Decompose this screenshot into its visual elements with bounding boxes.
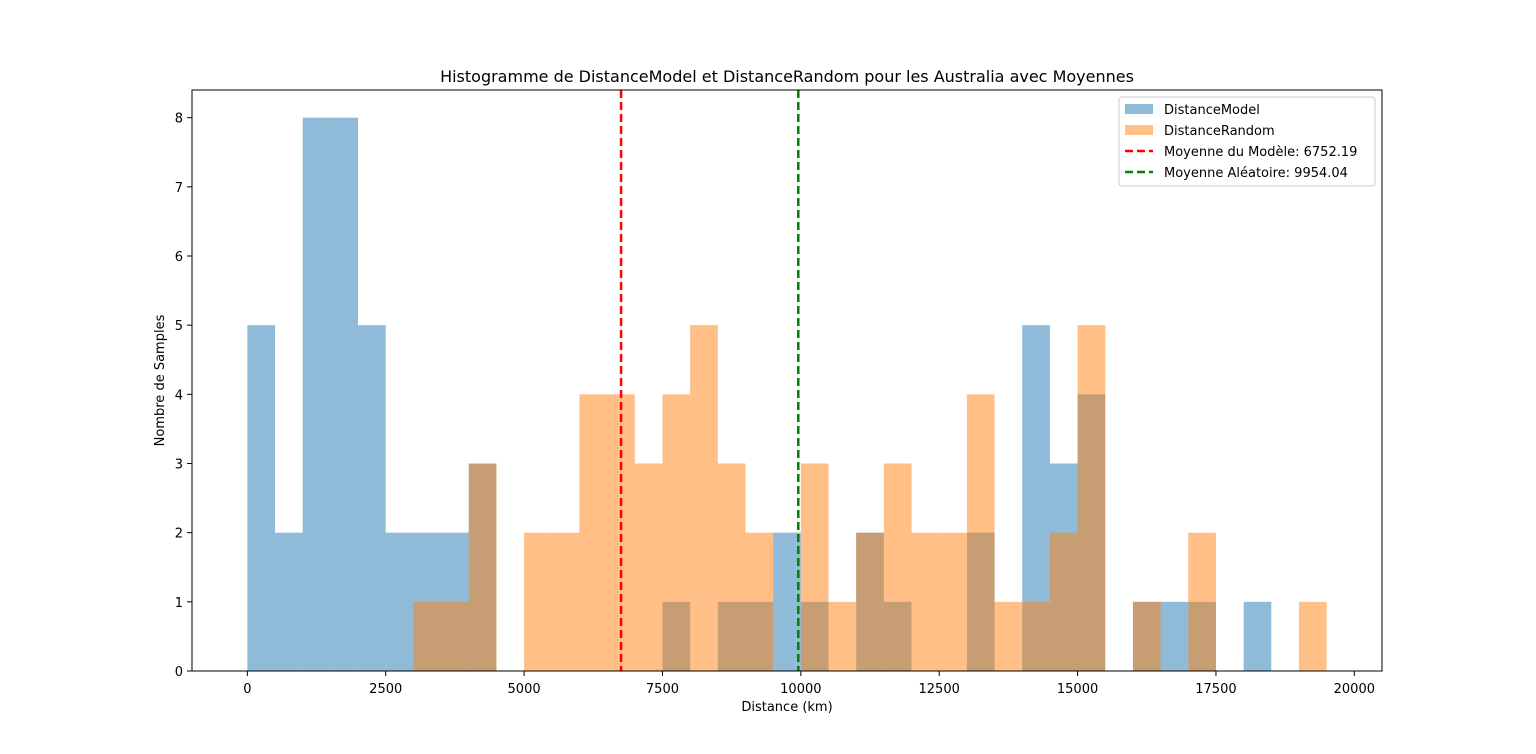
x-tick-label: 5000: [508, 682, 541, 697]
histogram-bar-distancerandom-24: [1188, 532, 1216, 671]
plot-area: 0 2500 5000 7500 10000 12500 15000 17500 20000 0…: [175, 89, 1383, 697]
legend-swatch-0: [1125, 104, 1153, 114]
y-tick-label: 6: [175, 250, 183, 265]
y-tick-label: 7: [175, 181, 183, 196]
histogram-bar-distancerandom-3: [524, 532, 552, 671]
histogram-bar-distancerandom-23: [1132, 601, 1161, 671]
histogram-bar-distancemodel-12: [773, 532, 801, 671]
histogram-bar-distancerandom-12: [800, 463, 829, 671]
histogram-bar-distancerandom-1: [441, 601, 469, 671]
legend-box: [1118, 96, 1376, 187]
histogram-bar-distancemodel-0: [247, 325, 276, 671]
reference-lines-layer: [619, 90, 800, 671]
histogram-bar-distancerandom-21: [1049, 532, 1078, 671]
histogram-bar-distancerandom-8: [662, 394, 691, 671]
x-tick-label: 20000: [1334, 682, 1375, 697]
bars-layer: [247, 117, 1327, 671]
x-axis: 0 2500 5000 7500 10000 12500 15000 17500 20000: [243, 671, 1375, 697]
y-axis-title: Nombre de Samples: [153, 314, 168, 446]
histogram-bar-distancerandom-0: [413, 601, 442, 671]
histogram-bar-distancerandom-25: [1298, 601, 1327, 671]
histogram-bar-distancerandom-2: [468, 463, 497, 671]
legend-label-2: Moyenne du Modèle: 6752.19: [1164, 145, 1357, 160]
legend-label-1: DistanceRandom: [1164, 124, 1275, 139]
legend-items: DistanceModel DistanceRandom Moyenne du Mo…: [1125, 103, 1357, 181]
histogram-bar-distancemodel-21: [1160, 601, 1189, 671]
histogram-bar-distancerandom-15: [883, 463, 912, 671]
y-tick-label: 5: [175, 319, 183, 334]
histogram-bar-distancerandom-7: [634, 463, 663, 671]
histogram-bar-distancerandom-17: [939, 532, 967, 671]
histogram-bar-distancerandom-6: [607, 394, 635, 671]
x-tick-label: 12500: [919, 682, 960, 697]
y-tick-label: 2: [175, 527, 183, 542]
x-tick-label: 15000: [1057, 682, 1098, 697]
x-tick-label: 7500: [646, 682, 679, 697]
x-axis-title: Distance (km): [741, 700, 832, 715]
y-axis: 0 1 2 3 4 5 6 7 8: [175, 112, 192, 680]
histogram-bar-distancerandom-11: [745, 532, 774, 671]
y-tick-label: 8: [175, 112, 183, 127]
x-tick-label: 10000: [780, 682, 821, 697]
y-tick-label: 0: [175, 665, 183, 680]
axes-frame: [191, 89, 1383, 672]
y-tick-label: 3: [175, 458, 183, 473]
histogram-bar-distancerandom-13: [828, 601, 857, 671]
chart-title: Histogramme de DistanceModel et Distance…: [440, 67, 1134, 86]
histogram-bar-distancerandom-14: [856, 532, 884, 671]
histogram-bar-distancemodel-4: [358, 325, 386, 671]
histogram-bar-distancerandom-9: [690, 325, 718, 671]
legend-swatch-1: [1125, 125, 1153, 135]
x-tick-label: 0: [243, 682, 251, 697]
histogram-bar-distancerandom-5: [579, 394, 608, 671]
histogram-bar-distancemodel-2: [302, 117, 331, 671]
histogram-bar-distancerandom-10: [717, 463, 746, 671]
histogram-bar-distancerandom-4: [551, 532, 580, 671]
histogram-bar-distancerandom-16: [911, 532, 940, 671]
histogram-bar-distancerandom-18: [966, 394, 995, 671]
y-tick-label: 1: [175, 596, 183, 611]
histogram-bar-distancerandom-22: [1077, 325, 1106, 671]
histogram-bar-distancemodel-3: [330, 117, 359, 671]
histogram-bar-distancerandom-19: [994, 601, 1023, 671]
y-tick-label: 4: [175, 388, 183, 403]
histogram-bar-distancemodel-23: [1243, 601, 1272, 671]
x-tick-label: 2500: [369, 682, 402, 697]
x-tick-label: 17500: [1195, 682, 1236, 697]
histogram-bar-distancemodel-5: [385, 532, 414, 671]
histogram-bar-distancemodel-1: [275, 532, 303, 671]
legend-label-0: DistanceModel: [1164, 103, 1260, 118]
legend-label-3: Moyenne Aléatoire: 9954.04: [1164, 166, 1348, 181]
legend: DistanceModel DistanceRandom Moyenne du Mo…: [1118, 96, 1376, 187]
histogram-bar-distancerandom-20: [1022, 601, 1050, 671]
